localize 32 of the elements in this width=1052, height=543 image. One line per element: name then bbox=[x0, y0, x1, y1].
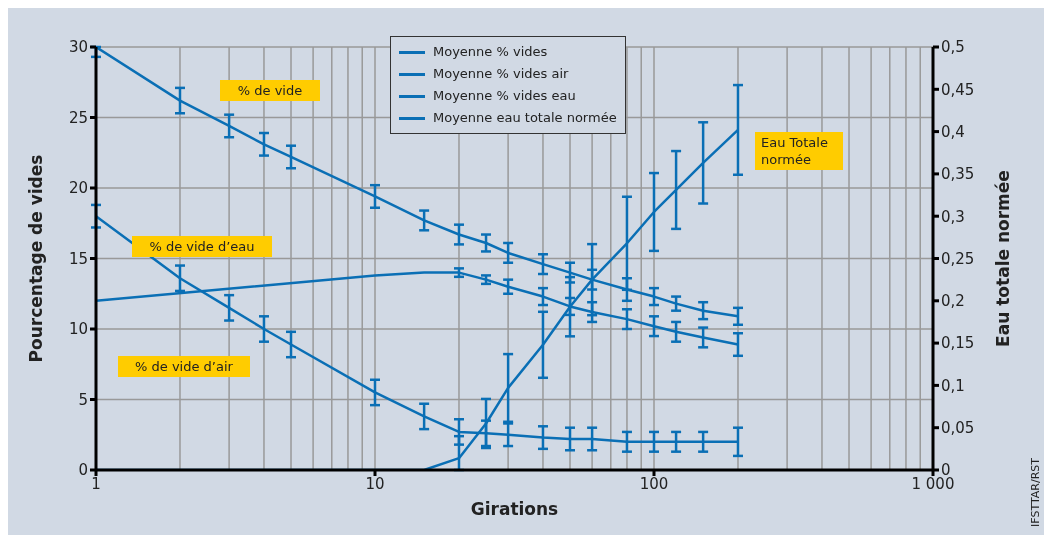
y2-tick-label: 0,5 bbox=[941, 38, 965, 57]
y2-tick-label: 0,35 bbox=[941, 165, 975, 184]
annotation: % de vide bbox=[220, 80, 320, 101]
x-tick-label: 10 bbox=[365, 474, 385, 493]
y-tick-label: 30 bbox=[68, 38, 88, 57]
y-tick-label: 10 bbox=[68, 320, 88, 339]
annotation: % de vide d’air bbox=[118, 356, 250, 377]
y2-tick-label: 0,1 bbox=[941, 376, 965, 395]
y2-axis-title: Eau totale normée bbox=[993, 170, 1014, 347]
y2-tick-label: 0,25 bbox=[941, 249, 975, 268]
x-tick-label: 1 bbox=[91, 474, 101, 493]
y2-tick-label: 0,2 bbox=[941, 292, 965, 311]
legend-label: Moyenne % vides bbox=[433, 43, 548, 61]
y-axis-title: Pourcentage de vides bbox=[26, 154, 47, 363]
legend-label: Moyenne eau totale normée bbox=[433, 109, 617, 127]
y-tick-label: 25 bbox=[68, 108, 88, 127]
y2-tick-label: 0,05 bbox=[941, 419, 975, 438]
legend-label: Moyenne % vides air bbox=[433, 65, 569, 83]
text: IFSTTAR/RST bbox=[1029, 458, 1042, 527]
annotation: Eau Totale normée bbox=[755, 132, 843, 170]
legend-label: Moyenne % vides eau bbox=[433, 87, 576, 105]
y2-tick-label: 0,4 bbox=[941, 122, 965, 141]
x-axis-title: Girations bbox=[470, 499, 559, 519]
y-tick-label: 5 bbox=[78, 390, 88, 409]
annotation: % de vide d’eau bbox=[132, 236, 272, 257]
x-tick-label: 100 bbox=[639, 474, 669, 493]
y-tick-label: 15 bbox=[68, 249, 88, 268]
y2-tick-label: 0,45 bbox=[941, 80, 975, 99]
y-tick-label: 20 bbox=[68, 179, 88, 198]
y-tick-label: 0 bbox=[78, 461, 88, 480]
y2-tick-label: 0,15 bbox=[941, 334, 975, 353]
y2-tick-label: 0,3 bbox=[941, 207, 965, 226]
